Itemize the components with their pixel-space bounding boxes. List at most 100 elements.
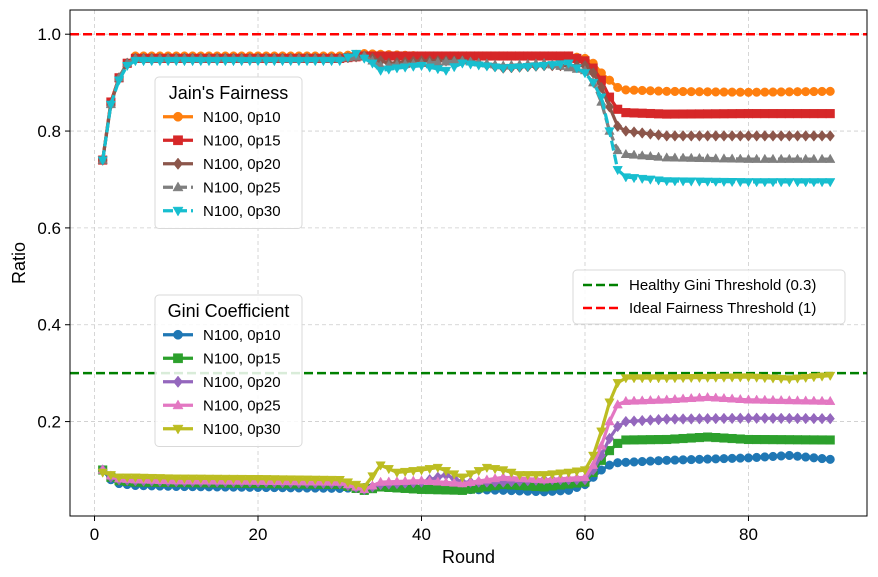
data-point — [146, 57, 157, 67]
data-point — [654, 456, 664, 466]
data-point — [604, 75, 615, 85]
data-point — [645, 374, 656, 384]
data-point — [604, 127, 615, 137]
data-point — [784, 109, 794, 119]
data-point — [416, 466, 427, 476]
data-point — [342, 478, 354, 488]
data-point — [211, 474, 223, 484]
data-point — [719, 412, 729, 425]
data-point — [162, 57, 174, 67]
data-point — [662, 413, 672, 425]
data-point — [776, 153, 787, 163]
data-point — [743, 434, 754, 445]
data-point — [743, 87, 754, 97]
x-axis-title: Round — [442, 547, 495, 567]
data-point — [800, 153, 811, 163]
legend-label: N100, 0p20 — [203, 374, 281, 391]
data-point — [743, 130, 754, 142]
x-tick-label: 0 — [90, 525, 99, 544]
data-point — [784, 153, 795, 163]
data-point — [792, 130, 803, 142]
data-point — [727, 87, 737, 97]
data-point — [596, 427, 607, 437]
data-point — [612, 379, 623, 389]
data-point — [792, 109, 803, 119]
data-point — [440, 476, 452, 487]
data-point — [498, 51, 508, 61]
data-point — [604, 460, 615, 470]
data-point — [637, 414, 647, 427]
data-point — [752, 434, 762, 445]
x-tick-label: 60 — [576, 525, 595, 544]
data-point — [760, 109, 770, 119]
data-point — [579, 471, 591, 481]
legend-threshold: Healthy Gini Threshold (0.3) Ideal Fairne… — [572, 269, 846, 325]
data-point — [334, 57, 345, 67]
data-point — [678, 413, 688, 425]
data-point — [350, 49, 362, 60]
data-point — [620, 148, 632, 158]
data-point — [703, 432, 713, 442]
legend-label: N100, 0p10 — [203, 109, 281, 126]
data-point — [154, 57, 166, 67]
data-point — [359, 54, 370, 64]
data-point — [621, 457, 631, 467]
data-point — [792, 435, 803, 445]
data-point — [703, 109, 713, 119]
data-point — [776, 130, 786, 142]
data-point — [816, 372, 828, 382]
data-point — [784, 130, 794, 142]
data-point — [825, 395, 836, 405]
data-point — [326, 57, 337, 67]
data-point — [391, 468, 403, 478]
data-point — [752, 87, 762, 97]
data-point — [604, 432, 615, 445]
data-point — [760, 130, 770, 142]
data-point — [653, 374, 664, 384]
data-point — [752, 109, 762, 119]
data-point — [293, 57, 305, 67]
data-point — [825, 435, 835, 445]
data-point — [670, 109, 680, 119]
data-point — [694, 152, 705, 162]
data-point — [694, 433, 704, 443]
data-point — [735, 393, 746, 403]
data-point — [449, 63, 460, 73]
data-point — [661, 374, 672, 384]
data-point — [457, 473, 468, 483]
data-point — [751, 178, 762, 188]
data-point — [784, 435, 794, 445]
data-point — [613, 458, 623, 468]
data-point — [588, 78, 599, 89]
legend-frame — [154, 76, 303, 229]
data-point — [555, 51, 566, 61]
data-point — [759, 394, 770, 404]
data-point — [719, 87, 729, 97]
data-point — [751, 153, 762, 163]
data-point — [776, 87, 786, 97]
data-point — [97, 156, 108, 166]
data-point — [767, 153, 779, 163]
y-tick-label: 1.0 — [37, 25, 61, 44]
legend-label: N100, 0p20 — [203, 156, 281, 173]
data-point — [686, 374, 697, 384]
data-point — [800, 178, 811, 188]
data-point — [579, 466, 591, 476]
data-point — [350, 480, 362, 490]
data-point — [677, 177, 689, 187]
data-point — [629, 415, 639, 427]
legend-label: N100, 0p15 — [203, 132, 281, 149]
data-point — [173, 329, 183, 340]
data-point — [752, 130, 762, 142]
data-point — [686, 392, 697, 403]
data-point — [760, 412, 770, 425]
data-point — [653, 413, 664, 426]
data-point — [752, 452, 762, 462]
data-point — [457, 478, 468, 488]
data-point — [727, 130, 737, 142]
data-point — [441, 485, 451, 495]
data-point — [563, 468, 574, 478]
data-point — [735, 434, 745, 444]
data-point — [334, 475, 345, 486]
data-point — [678, 86, 688, 97]
